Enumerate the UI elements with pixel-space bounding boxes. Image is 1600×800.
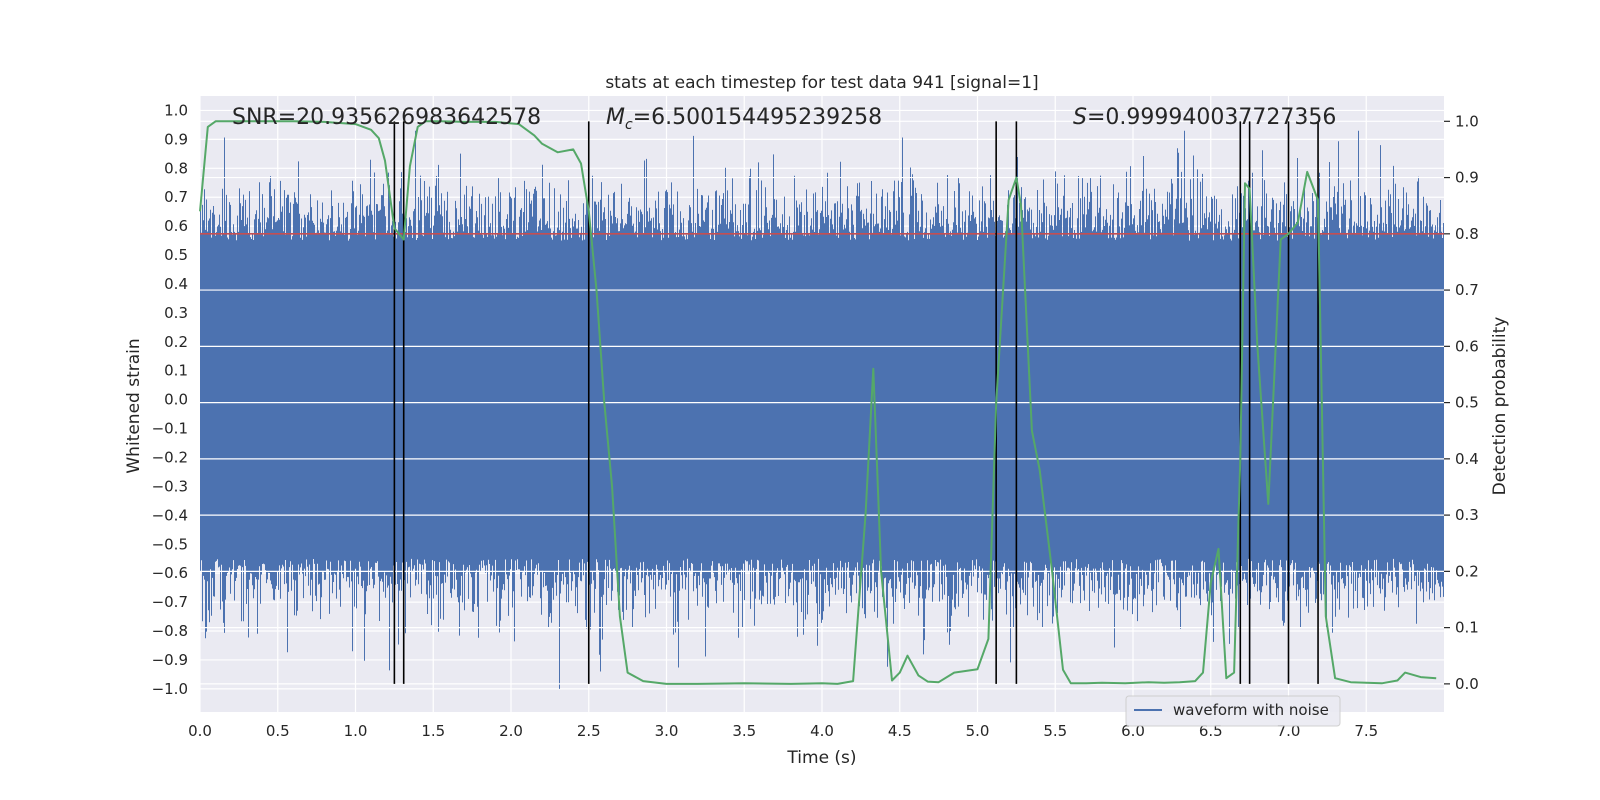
y-right-tick-label: 0.4 xyxy=(1455,450,1479,468)
probability-line xyxy=(199,120,1437,685)
y-left-tick-label: −0.8 xyxy=(152,622,188,640)
waveform-series xyxy=(200,130,1444,689)
y-left-tick-label: −0.2 xyxy=(152,449,188,467)
right-axis-grid xyxy=(200,120,1444,685)
y-left-tick-label: −0.3 xyxy=(152,477,188,495)
y-left-tick-label: 0.6 xyxy=(164,217,188,235)
x-tick-label: 3.5 xyxy=(732,722,756,740)
y-left-tick-label: 0.4 xyxy=(164,275,188,293)
y-right-axis-ticks: 1.0 0.9 0.8 0.7 0.6 0.5 0.4 0.3 0.2 0.1 0.0 xyxy=(1444,112,1479,693)
probability-series xyxy=(199,120,1437,685)
y-right-tick-label: 0.3 xyxy=(1455,506,1479,524)
y-left-tick-label: −0.5 xyxy=(152,535,188,553)
y-left-tick-label: −0.6 xyxy=(152,564,188,582)
y-left-tick-label: 0.9 xyxy=(164,130,188,148)
y-left-tick-label: 0.8 xyxy=(164,159,188,177)
y-right-tick-label: 0.6 xyxy=(1455,337,1479,355)
legend-label: waveform with noise xyxy=(1173,701,1329,719)
y-right-tick-label: 0.5 xyxy=(1455,394,1479,412)
y-left-tick-label: 1.0 xyxy=(164,101,188,119)
x-tick-label: 3.0 xyxy=(655,722,679,740)
y-left-tick-label: 0.7 xyxy=(164,188,188,206)
y-left-tick-label: −0.9 xyxy=(152,651,188,669)
y-right-tick-label: 0.0 xyxy=(1455,675,1479,693)
mc-symbol: M xyxy=(606,105,625,130)
s-annotation: S=0.999940037727356 xyxy=(1073,105,1336,130)
y-left-tick-label: −0.4 xyxy=(152,506,188,524)
y-left-tick-label: 0.0 xyxy=(164,391,188,409)
snr-annotation: SNR=20.935626983642578 xyxy=(232,105,541,130)
x-tick-label: 4.5 xyxy=(888,722,912,740)
y-right-tick-label: 1.0 xyxy=(1455,112,1479,130)
y-left-tick-label: 0.1 xyxy=(164,362,188,380)
x-tick-label: 7.5 xyxy=(1354,722,1378,740)
s-value: =0.999940037727356 xyxy=(1087,105,1336,130)
waveform-core-band xyxy=(200,298,1444,522)
x-tick-label: 2.0 xyxy=(499,722,523,740)
y-right-tick-label: 0.9 xyxy=(1455,169,1479,187)
y-right-axis-label: Detection probability xyxy=(1490,317,1510,496)
chirp-mass-annotation: Mc=6.500154495239258 xyxy=(606,105,882,133)
y-left-axis-ticks: 1.0 0.9 0.8 0.7 0.6 0.5 0.4 0.3 0.2 0.1 0.0 −0.1 −0.… xyxy=(152,101,188,697)
y-right-tick-label: 0.1 xyxy=(1455,619,1479,637)
s-symbol: S xyxy=(1073,105,1087,130)
y-left-tick-label: 0.3 xyxy=(164,304,188,322)
legend: waveform with noise xyxy=(1125,695,1341,727)
x-tick-label: 5.5 xyxy=(1043,722,1067,740)
x-tick-label: 2.5 xyxy=(577,722,601,740)
y-left-tick-label: 0.5 xyxy=(164,246,188,264)
x-tick-label: 0.5 xyxy=(266,722,290,740)
x-tick-label: 4.0 xyxy=(810,722,834,740)
y-right-tick-label: 0.8 xyxy=(1455,225,1479,243)
y-left-tick-label: −0.7 xyxy=(152,593,188,611)
mc-subscript: c xyxy=(625,117,633,133)
legend-box xyxy=(1125,695,1341,727)
chart-title: stats at each timestep for test data 941… xyxy=(605,73,1038,93)
x-tick-label: 1.0 xyxy=(344,722,368,740)
y-left-axis-label: Whitened strain xyxy=(124,338,144,473)
y-left-tick-label: −1.0 xyxy=(152,680,188,698)
x-tick-label: 5.0 xyxy=(966,722,990,740)
y-right-tick-label: 0.7 xyxy=(1455,281,1479,299)
y-right-tick-label: 0.2 xyxy=(1455,562,1479,580)
mc-value: =6.500154495239258 xyxy=(633,105,882,130)
y-left-tick-label: −0.1 xyxy=(152,420,188,438)
x-tick-label: 1.5 xyxy=(421,722,445,740)
y-left-tick-label: 0.2 xyxy=(164,333,188,351)
x-axis-label: Time (s) xyxy=(786,748,856,768)
x-tick-label: 0.0 xyxy=(188,722,212,740)
